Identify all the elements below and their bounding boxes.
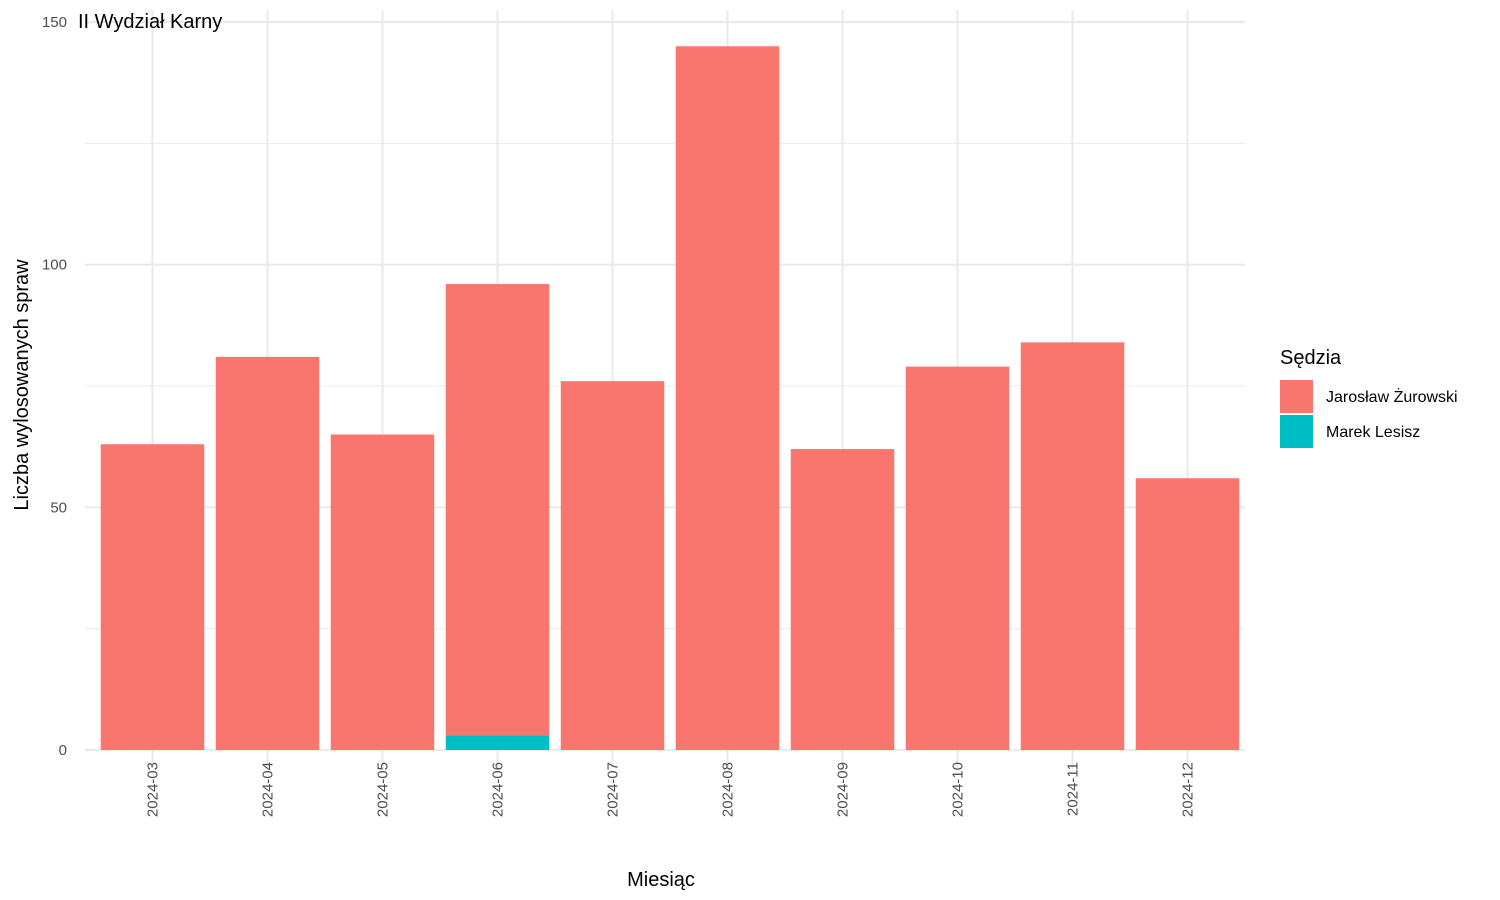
legend-key — [1280, 415, 1313, 448]
x-tick-label: 2024-10 — [950, 762, 967, 817]
legend-label: Marek Lesisz — [1326, 424, 1420, 441]
legend-label: Jarosław Żurowski — [1326, 387, 1458, 406]
y-axis-title: Liczba wylosowanych spraw — [11, 259, 33, 511]
x-tick-label: 2024-08 — [720, 762, 737, 817]
bar-2024-11-zurowski — [1020, 342, 1125, 750]
x-tick-label: 2024-05 — [375, 762, 392, 817]
bar-2024-06-lesisz — [445, 735, 550, 750]
x-tick-label: 2024-07 — [605, 762, 622, 817]
x-axis-title: Miesiąc — [627, 869, 695, 891]
y-axis: 0 50 100 150 — [42, 14, 67, 759]
bar-2024-03-zurowski — [100, 444, 205, 750]
bar-2024-05-zurowski — [330, 434, 435, 750]
chart-title: II Wydział Karny — [78, 11, 222, 33]
y-tick-label: 50 — [50, 499, 67, 516]
legend-key — [1280, 380, 1313, 413]
bar-2024-12-zurowski — [1135, 478, 1240, 750]
y-tick-label: 0 — [59, 742, 67, 759]
bar-2024-06-zurowski — [445, 284, 550, 736]
legend: Sędzia Jarosław Żurowski Marek Lesisz — [1280, 347, 1458, 448]
x-tick-label: 2024-06 — [490, 762, 507, 817]
bar-2024-08-zurowski — [675, 46, 780, 751]
x-tick-label: 2024-11 — [1065, 762, 1082, 816]
bar-2024-04-zurowski — [215, 356, 320, 750]
bar-2024-10-zurowski — [905, 366, 1010, 750]
bars — [100, 46, 1240, 751]
x-tick-label: 2024-03 — [145, 762, 162, 817]
x-tick-label: 2024-04 — [260, 762, 277, 817]
y-tick-label: 100 — [42, 257, 67, 274]
x-axis: 2024-03 2024-04 2024-05 2024-06 2024-07 2024-… — [145, 762, 1197, 817]
bar-2024-07-zurowski — [560, 381, 665, 750]
legend-title: Sędzia — [1280, 347, 1342, 369]
y-tick-label: 150 — [42, 14, 67, 31]
bar-2024-09-zurowski — [790, 449, 895, 750]
x-tick-label: 2024-12 — [1180, 762, 1197, 817]
x-tick-label: 2024-09 — [835, 762, 852, 817]
